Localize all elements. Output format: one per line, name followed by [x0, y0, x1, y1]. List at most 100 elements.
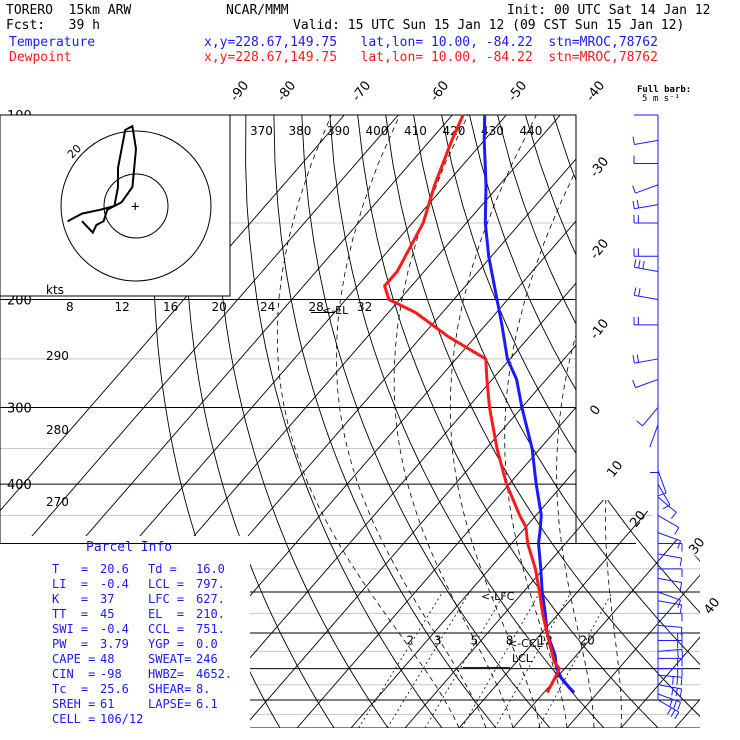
mixing-ratio-label: 3	[434, 634, 442, 648]
wind-barb	[657, 532, 682, 549]
wind-barb-flag	[679, 604, 683, 613]
parcel-info-key: T =	[52, 562, 89, 576]
parcel-info-key: CELL =	[52, 712, 96, 726]
isotherm-label: -50	[505, 78, 530, 104]
parcel-info-key: HWBZ=	[148, 667, 185, 681]
wind-barb-flag	[681, 649, 684, 658]
mixing-ratio-label: 8	[506, 634, 514, 648]
wind-barb	[649, 424, 659, 448]
wind-barb-flag	[632, 185, 636, 194]
isotherm-label: -40	[583, 78, 608, 104]
theta-e-label: 400	[366, 124, 389, 138]
wind-barb	[657, 496, 677, 519]
theta-e-label: 420	[443, 124, 466, 138]
parcel-info-value: 48	[100, 652, 115, 666]
wind-barb	[633, 287, 659, 301]
dry-adiabat	[215, 115, 389, 728]
wind-barb-flag	[674, 527, 680, 535]
wind-barb-shaft	[657, 591, 681, 601]
barb-legend-unit: 5 m s⁻¹	[642, 94, 680, 104]
parcel-info-value: 0.0	[196, 637, 218, 651]
wind-barb-shaft	[657, 648, 682, 652]
kts-label: 12	[115, 300, 130, 314]
wind-barb-flag	[636, 354, 640, 363]
parcel-info-key: LI =	[52, 577, 89, 591]
wind-barb-shaft	[634, 358, 659, 364]
wind-barb-flag	[675, 688, 678, 697]
wind-barb-flag	[632, 200, 635, 209]
wind-barb	[636, 407, 659, 427]
parcel-info-value: 6.1	[196, 697, 218, 711]
parcel-info-key: SREH =	[52, 697, 96, 711]
parcel-info-key: CAPE =	[52, 652, 96, 666]
hodograph-ring-outer	[60, 130, 212, 282]
wind-barb	[657, 470, 667, 497]
isotherm	[0, 115, 399, 574]
kts-label: 32	[357, 300, 372, 314]
wind-barb-flag	[671, 687, 674, 696]
wind-barb-shaft	[657, 496, 677, 513]
isotherm-label: -90	[227, 78, 252, 104]
moist-adiabat	[504, 115, 605, 728]
wind-barb	[633, 155, 658, 165]
wind-barb	[633, 214, 658, 224]
wind-barb-flag	[632, 136, 635, 145]
wind-barb-shaft	[634, 139, 659, 146]
parcel-info-value: 61	[100, 697, 115, 711]
wind-barb-flag	[670, 512, 677, 519]
moist-adiabat	[335, 115, 487, 728]
plot-frame	[0, 114, 577, 544]
wind-barb	[658, 542, 683, 552]
parcel-info-value: 8.	[196, 682, 211, 696]
wind-barb	[657, 577, 683, 591]
wind-barb	[657, 648, 684, 658]
forecast-hour: Fcst: 39 h	[6, 18, 100, 33]
wind-barb	[650, 448, 659, 474]
wind-barb-flag	[658, 492, 667, 497]
wind-barb-flag	[676, 676, 679, 685]
wind-barb	[657, 693, 682, 710]
wind-barb-flag	[679, 557, 683, 567]
hodograph-ring-inner	[103, 173, 169, 239]
dry-adiabat	[385, 115, 700, 717]
wind-barb-flag	[672, 676, 674, 685]
wind-barb-flag	[680, 677, 683, 686]
wind-barb-flag	[662, 504, 671, 510]
wind-barb	[657, 600, 683, 613]
mixing-ratio-line	[461, 591, 541, 728]
parcel-info-key: Td =	[148, 562, 177, 576]
wind-barb-shaft	[657, 470, 667, 494]
kts-label: 8	[66, 300, 74, 314]
wind-barb	[657, 674, 683, 686]
wind-barb	[658, 568, 683, 577]
parcel-info-key: CCL =	[148, 622, 185, 636]
dry-adiabat	[469, 115, 700, 562]
level-label: <-LFC	[481, 590, 515, 603]
parcel-info-value: 751.	[196, 622, 225, 636]
dry-adiabat	[245, 115, 443, 728]
parcel-info-value: 20.6	[100, 562, 129, 576]
wind-barb-shaft	[635, 184, 659, 194]
barb-legend-title: Full barb:	[637, 85, 692, 95]
parcel-info-value: 106/12	[100, 712, 144, 726]
init-time: Init: 00 UTC Sat 14 Jan 12	[507, 3, 711, 18]
valid-time: Valid: 15 UTC Sun 15 Jan 12 (09 CST Sun …	[293, 18, 685, 33]
wind-barb-shaft	[657, 514, 680, 528]
theta-e-label: 370	[250, 124, 273, 138]
wind-barb	[658, 632, 683, 642]
wind-barb-flag	[632, 355, 635, 364]
dry-adiabat	[273, 115, 497, 728]
parcel-info-key: SHEAR=	[148, 682, 192, 696]
wind-barb	[658, 668, 683, 677]
wind-barb-flag	[636, 420, 643, 427]
model-name: TORERO 15km ARW	[6, 3, 132, 18]
dry-adiabat	[185, 115, 335, 728]
mixing-ratio-line	[538, 591, 613, 728]
wind-barb-flag	[666, 707, 672, 715]
mixing-ratio-label: 20	[580, 634, 595, 648]
isotherm	[566, 574, 700, 728]
wind-barb-shaft	[657, 577, 682, 584]
wind-barb	[632, 200, 659, 210]
dry-adiabat	[301, 115, 551, 728]
